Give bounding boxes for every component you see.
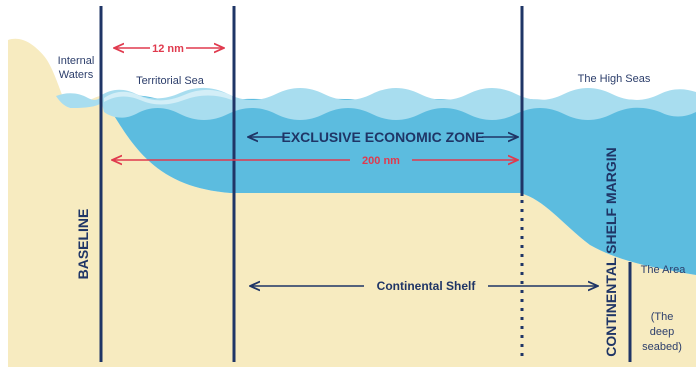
deep-seabed-label-line1: (The xyxy=(651,311,674,323)
high-seas-label: The High Seas xyxy=(578,73,651,85)
land-seabed xyxy=(8,38,696,367)
deep-seabed-label-line2: deep xyxy=(650,326,674,338)
shelf-margin-label: CONTINENTAL SHELF MARGIN xyxy=(603,147,619,356)
territorial-sea-label: Territorial Sea xyxy=(136,75,205,87)
deep-seabed-label-line3: seabed) xyxy=(642,341,682,353)
internal-waters xyxy=(56,93,100,108)
the-area-label: The Area xyxy=(641,264,687,276)
continental-shelf-label: Continental Shelf xyxy=(377,279,477,293)
baseline-label: BASELINE xyxy=(75,209,91,280)
two-hundred-nm-label: 200 nm xyxy=(362,155,400,167)
water-surface-waves xyxy=(100,87,696,120)
eez-label: EXCLUSIVE ECONOMIC ZONE xyxy=(281,129,484,145)
water-top-highlight xyxy=(104,89,232,105)
internal-waters-label-line2: Waters xyxy=(59,69,94,81)
twelve-nm-label: 12 nm xyxy=(152,43,184,55)
internal-waters-label-line1: Internal xyxy=(58,55,95,67)
